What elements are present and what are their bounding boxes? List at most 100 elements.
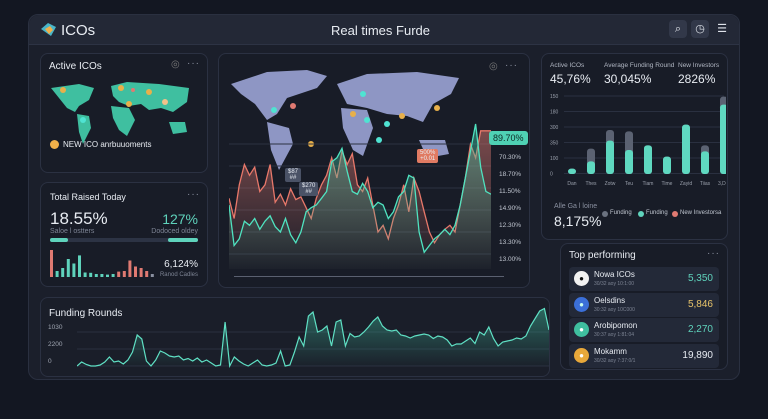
x-tick-label: Teu — [625, 181, 633, 187]
total-value: 18.55% — [50, 209, 108, 228]
search-button[interactable]: ⌕ — [669, 20, 687, 38]
map-chart-card: ◎ ··· 70.30% 18.70% 11.50% 14.90% 12.30% 13.3… — [218, 53, 530, 288]
side-value: 127% — [162, 211, 198, 227]
mini-bar — [83, 272, 87, 277]
card-title: Funding Rounds — [49, 308, 123, 319]
top-list-item[interactable]: ● Mokamm 30/32 aoy 7:37:0/1 19,890 — [569, 343, 719, 368]
teal-series-area — [229, 124, 491, 269]
y-tick-label: 100 — [550, 156, 559, 162]
bar-chart: 150 180 300 350 100 0 Dan Thes Zotw Teu Tiam Time Za… — [550, 94, 726, 187]
mini-bar — [122, 271, 126, 277]
menu-icon: ☰ — [717, 23, 727, 35]
y-tick-label: 180 — [550, 110, 559, 116]
annotation: $270 ## — [299, 182, 319, 196]
logo-text: ICOs — [61, 22, 96, 39]
item-value: 19,890 — [682, 349, 713, 361]
y-axis-label: 0 — [48, 358, 52, 365]
x-tick-label: Zayid — [680, 181, 692, 187]
menu-button[interactable]: ☰ — [713, 20, 731, 38]
legend-dot-icon — [50, 140, 59, 149]
y-tick-label: 350 — [550, 141, 559, 147]
y-tick-label: 300 — [550, 125, 559, 131]
annotation: $87 ## — [285, 168, 302, 182]
search-icon: ⌕ — [674, 23, 682, 35]
card-title: Total Raised Today — [50, 192, 126, 202]
legend-label: Funding — [646, 210, 668, 216]
mini-bar — [128, 260, 132, 277]
y-axis-label: 2200 — [48, 341, 63, 348]
annotation-sub: +0.01 — [420, 156, 436, 162]
annotation-text: $270 — [302, 183, 316, 189]
total-raised-card: Total Raised Today ··· 18.55% Saloe l os… — [40, 182, 208, 287]
bar-funding — [663, 156, 671, 174]
item-subtitle: 30/32 aoy 7:37:0/1 — [594, 357, 636, 364]
x-axis — [234, 276, 504, 277]
mini-bar — [117, 271, 121, 277]
y-axis-label: 18.70% — [499, 171, 522, 178]
mini-bar — [106, 274, 109, 277]
bar-funding — [587, 161, 595, 174]
card-title: Top performing — [569, 250, 636, 261]
page-title: Real times Furde — [331, 23, 430, 38]
badge-value: 89.70% — [489, 131, 528, 145]
mini-bar — [50, 250, 53, 277]
settings-icon[interactable]: ◎ — [171, 59, 180, 70]
y-axis-label: 13.30% — [499, 239, 522, 246]
mini-bar — [139, 268, 143, 277]
bottom-value: 8,175% — [554, 213, 602, 229]
mini-bar — [145, 271, 149, 277]
funding-line — [77, 307, 549, 368]
coin-icon: ● — [574, 296, 589, 312]
stat-label: New Investors — [678, 62, 720, 69]
more-icon[interactable]: ··· — [707, 248, 720, 259]
funding-line-chart — [77, 307, 549, 368]
item-name: Oelsdins — [594, 295, 626, 305]
progress-bar — [50, 238, 198, 242]
card-title: Active ICOs — [49, 61, 102, 72]
more-icon[interactable]: ··· — [187, 189, 200, 200]
side-label: Dodoced oldey — [151, 228, 198, 235]
badge-text: 89.70% — [493, 133, 524, 143]
mini-bar — [66, 259, 70, 277]
more-icon[interactable]: ··· — [505, 60, 518, 71]
y-axis-label: 13.00% — [499, 256, 522, 263]
legend-dot-icon — [672, 211, 678, 217]
mini-bar — [78, 255, 81, 277]
top-list-item[interactable]: ● Nowa ICOs 30/32 aoy 10:1:00 5,350 — [569, 267, 719, 291]
stats-card: Active ICOs 45,76% Average Funding Round 30… — [541, 53, 728, 240]
item-subtitle: 30:37 aoy 1:81:04 — [594, 332, 635, 338]
annotation-sub: ## — [305, 189, 313, 195]
top-list-item[interactable]: ● Oelsdins 30:32 aoy 10C000 5,846 — [569, 292, 719, 317]
item-name: Arobipomon — [594, 321, 638, 330]
x-tick-label: Zotw — [605, 181, 616, 187]
item-name: Nowa ICOs — [594, 270, 635, 279]
bar-funding — [682, 124, 690, 174]
bar-funding — [625, 150, 633, 174]
logo-icon — [41, 23, 56, 36]
mini-bar — [134, 266, 137, 277]
settings-icon[interactable]: ◎ — [489, 61, 498, 72]
y-axis-label: 1030 — [48, 324, 63, 331]
total-value-label: Saloe l ostters — [50, 228, 95, 235]
top-list-item[interactable]: ● Arobipomon 30:37 aoy 1:81:04 2,270 — [569, 318, 719, 342]
mini-bar — [111, 274, 115, 277]
teal-series-line — [229, 123, 491, 254]
annotation-text: $87 — [288, 169, 299, 175]
mini-bar — [100, 274, 104, 277]
stat-value: 30,045% — [604, 72, 652, 86]
header: ICOs Real times Furde ⌕ ◷ ☰ — [29, 15, 739, 45]
x-tick-label: Tiias — [700, 181, 711, 187]
annotation-text: 500% — [420, 150, 436, 156]
legend-label: Funding — [610, 210, 632, 216]
world-map — [51, 82, 189, 144]
mini-bar-chart — [50, 250, 154, 277]
coin-icon: ● — [574, 271, 589, 286]
clock-button[interactable]: ◷ — [691, 20, 709, 38]
active-icos-card: Active ICOs ◎ ··· NEW ICO anrbuuoments — [40, 53, 208, 173]
funding-area — [77, 308, 549, 366]
bar-funding — [606, 140, 614, 174]
item-subtitle: 30/32 aoy 10:1:00 — [594, 281, 635, 287]
stat-value: 2826% — [678, 72, 716, 86]
more-icon[interactable]: ··· — [187, 58, 200, 69]
bar-funding — [720, 104, 726, 174]
